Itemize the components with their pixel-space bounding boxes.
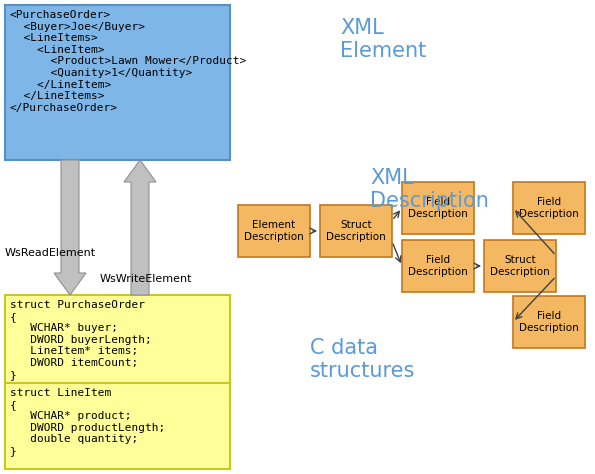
Text: struct PurchaseOrder
{
   WCHAR* buyer;
   DWORD buyerLength;
   LineItem* items: struct PurchaseOrder { WCHAR* buyer; DWO…	[10, 300, 152, 380]
Text: Element
Description: Element Description	[244, 220, 304, 242]
Bar	[5, 5, 230, 160]
Text: XML
Element: XML Element	[340, 18, 426, 61]
Polygon shape	[124, 160, 156, 295]
Text: WsReadElement: WsReadElement	[5, 248, 96, 258]
Text: <PurchaseOrder>
  <Buyer>Joe</Buyer>
  <LineItems>
    <LineItem>
      <Product: <PurchaseOrder> <Buyer>Joe</Buyer> <Line…	[10, 10, 246, 113]
Bar	[402, 240, 474, 292]
Text: XML
Description: XML Description	[370, 168, 489, 211]
Text: struct LineItem
{
   WCHAR* product;
   DWORD productLength;
   double quantity;: struct LineItem { WCHAR* product; DWORD …	[10, 388, 165, 456]
Polygon shape	[54, 160, 86, 295]
Bar	[5, 383, 230, 469]
Text: C data
structures: C data structures	[310, 338, 415, 381]
Bar	[484, 240, 556, 292]
Bar	[402, 182, 474, 234]
Text: Field
Description: Field Description	[408, 197, 468, 219]
Bar	[320, 205, 392, 257]
Bar	[513, 182, 585, 234]
Bar	[513, 296, 585, 348]
Text: Struct
Description: Struct Description	[490, 255, 550, 277]
Text: Struct
Description: Struct Description	[326, 220, 386, 242]
Text: Field
Description: Field Description	[519, 311, 579, 333]
Text: Field
Description: Field Description	[408, 255, 468, 277]
Bar	[5, 295, 230, 410]
Bar	[238, 205, 310, 257]
Text: WsWriteElement: WsWriteElement	[100, 274, 193, 284]
Text: Field
Description: Field Description	[519, 197, 579, 219]
